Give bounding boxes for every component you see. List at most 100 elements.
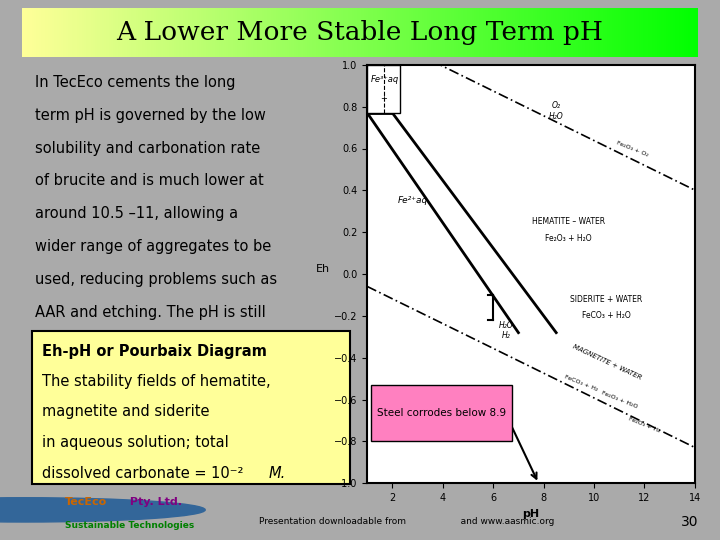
Bar — [635, 8, 638, 57]
Bar — [62, 8, 65, 57]
Bar — [107, 8, 110, 57]
Bar — [518, 8, 521, 57]
Text: wider range of aggregates to be: wider range of aggregates to be — [35, 239, 271, 254]
Text: Fe²⁺aq: Fe²⁺aq — [397, 197, 428, 205]
Bar — [344, 8, 347, 57]
Bar — [369, 8, 372, 57]
Bar — [225, 8, 228, 57]
Bar — [234, 8, 237, 57]
Bar — [539, 8, 541, 57]
Bar — [101, 8, 104, 57]
Text: in aqueous solution; total: in aqueous solution; total — [42, 435, 229, 450]
Bar — [545, 8, 548, 57]
Bar — [49, 8, 52, 57]
Bar — [324, 8, 327, 57]
Bar — [254, 8, 257, 57]
Bar — [265, 8, 268, 57]
Bar — [414, 8, 417, 57]
Text: Fe₂O₃ + H₂: Fe₂O₃ + H₂ — [628, 416, 661, 433]
Bar — [191, 8, 194, 57]
Text: Fe₂O₃ + H₂O: Fe₂O₃ + H₂O — [546, 234, 592, 243]
Bar — [276, 8, 279, 57]
Bar — [665, 8, 667, 57]
Text: H₂O
H₂: H₂O H₂ — [498, 321, 513, 340]
Bar — [572, 8, 575, 57]
Bar — [322, 8, 325, 57]
Bar — [606, 8, 609, 57]
Bar — [175, 8, 178, 57]
Bar — [450, 8, 453, 57]
Bar — [376, 8, 379, 57]
Bar — [358, 8, 361, 57]
Bar — [428, 8, 431, 57]
Bar — [317, 8, 320, 57]
Bar — [200, 8, 203, 57]
Bar — [58, 8, 60, 57]
Bar — [53, 8, 56, 57]
Bar — [103, 8, 106, 57]
Bar — [619, 8, 622, 57]
Bar — [489, 8, 492, 57]
Bar — [597, 8, 600, 57]
Bar — [462, 8, 464, 57]
Text: +: + — [380, 94, 387, 103]
Bar — [689, 8, 693, 57]
Bar — [44, 8, 47, 57]
Bar — [475, 8, 478, 57]
Bar — [261, 8, 264, 57]
Bar — [543, 8, 546, 57]
Bar — [330, 8, 333, 57]
Bar — [268, 8, 271, 57]
Bar — [256, 8, 259, 57]
Bar — [642, 8, 645, 57]
Bar — [333, 8, 336, 57]
Bar — [374, 8, 377, 57]
Bar — [189, 8, 192, 57]
Bar — [155, 8, 158, 57]
Bar — [150, 8, 153, 57]
Bar — [132, 8, 135, 57]
Bar — [595, 8, 598, 57]
Text: Eh-pH or Pourbaix Diagram: Eh-pH or Pourbaix Diagram — [42, 343, 267, 359]
Bar — [197, 8, 200, 57]
Text: FeCO₃ + H₂: FeCO₃ + H₂ — [564, 374, 599, 392]
Text: SIDERITE + WATER: SIDERITE + WATER — [570, 295, 643, 303]
Bar — [161, 8, 164, 57]
Bar — [195, 8, 198, 57]
Bar — [340, 8, 343, 57]
Bar — [434, 8, 437, 57]
Bar — [380, 8, 383, 57]
Bar — [263, 8, 266, 57]
Bar — [457, 8, 460, 57]
Bar — [531, 8, 534, 57]
Bar — [418, 8, 422, 57]
Bar — [601, 8, 604, 57]
Bar — [649, 8, 652, 57]
Bar — [696, 8, 699, 57]
Bar — [603, 8, 606, 57]
Bar — [685, 8, 688, 57]
FancyBboxPatch shape — [32, 331, 350, 484]
Bar — [245, 8, 248, 57]
Bar — [179, 8, 182, 57]
Text: Fe₂O₃ + O₂: Fe₂O₃ + O₂ — [615, 140, 649, 157]
Bar — [60, 8, 63, 57]
Bar — [249, 8, 253, 57]
Bar — [320, 8, 323, 57]
Bar — [511, 8, 514, 57]
Bar — [105, 8, 108, 57]
Bar — [302, 8, 305, 57]
Bar — [283, 8, 287, 57]
Bar — [680, 8, 683, 57]
Bar — [394, 8, 397, 57]
Bar — [139, 8, 142, 57]
Bar — [396, 8, 399, 57]
Bar — [412, 8, 415, 57]
Bar — [51, 8, 54, 57]
Text: Pty. Ltd.: Pty. Ltd. — [126, 497, 182, 507]
Text: HEMATITE – WATER: HEMATITE – WATER — [532, 217, 606, 226]
Bar — [430, 8, 433, 57]
Bar — [541, 8, 544, 57]
Bar — [471, 8, 474, 57]
Bar — [243, 8, 246, 57]
